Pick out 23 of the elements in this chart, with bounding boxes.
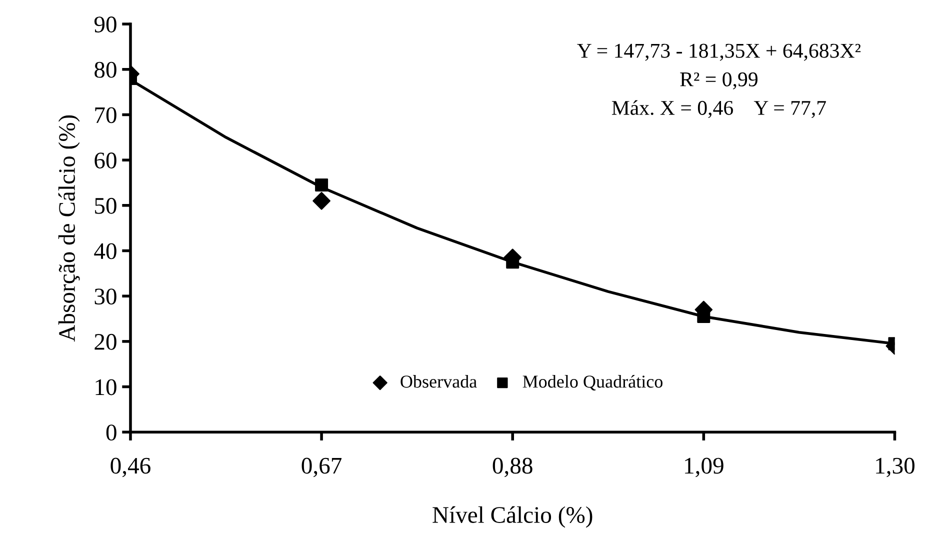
x-tick-label: 1,30: [876, 458, 914, 478]
x-tick-label: 0,88: [492, 458, 532, 478]
x-tick-label: 0,67: [302, 458, 342, 478]
y-tick-label: 50: [95, 198, 116, 214]
y-tick-label: 30: [94, 288, 116, 305]
x-tick-label: 1,09: [685, 458, 724, 478]
y-tick-label: 40: [94, 243, 116, 260]
x-axis-title: Nível Cálcio (%): [432, 506, 592, 528]
y-tick-label: 60: [94, 152, 116, 168]
y-tick-label: 90: [94, 16, 116, 32]
y-tick-label: 20: [94, 334, 116, 350]
y-tick-label: 10: [96, 379, 116, 396]
annotation: Máx. X = 0,46 Y = 77,7: [612, 100, 826, 118]
legend-label: Observada: [400, 375, 477, 388]
legend-label: Modelo Quadrático: [522, 374, 662, 390]
annotation: R² = 0,99: [680, 72, 758, 90]
y-axis-title: Absorção de Cálcio (%): [58, 115, 80, 342]
y-tick-label: 70: [95, 107, 116, 124]
annotation: Y = 147,73 - 181,35X + 64,683X²: [577, 44, 861, 61]
x-tick-label: 0,46: [110, 458, 150, 478]
y-tick-label: 80: [94, 62, 116, 78]
point: [315, 178, 328, 192]
y-tick-label: 0: [106, 424, 116, 441]
